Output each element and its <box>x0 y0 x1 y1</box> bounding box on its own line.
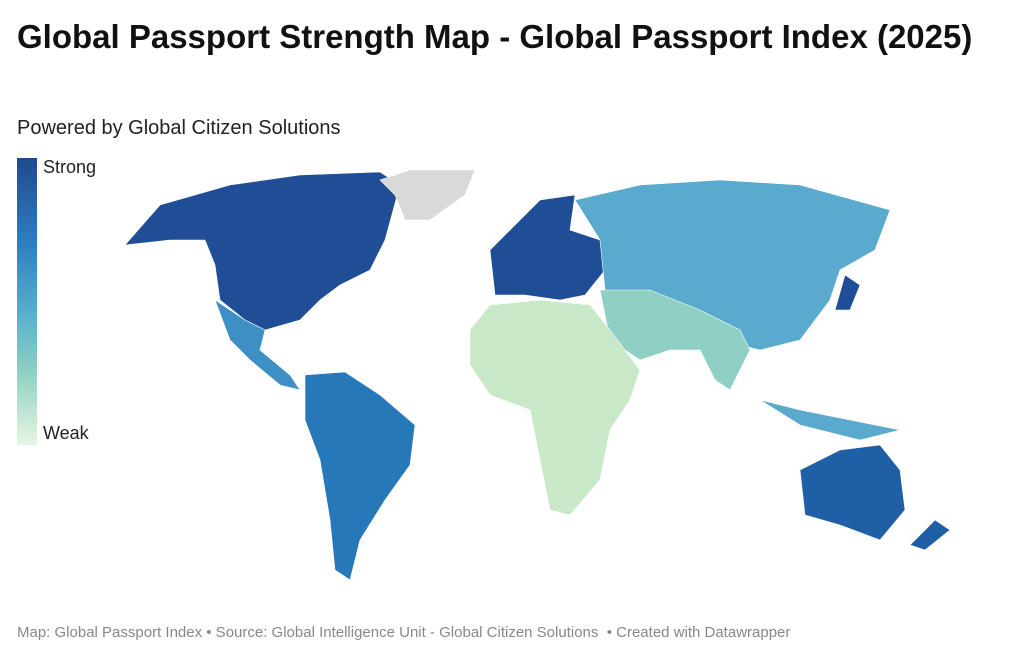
africa <box>469 299 641 516</box>
legend-gradient <box>17 158 37 445</box>
japan <box>834 274 861 311</box>
australia <box>799 444 906 541</box>
subtitle: Powered by Global Citizen Solutions <box>17 117 341 139</box>
southeast-asia <box>759 399 901 441</box>
north-america <box>124 171 401 331</box>
legend-low: Weak <box>43 423 89 443</box>
greenland <box>379 169 476 221</box>
central-america <box>214 299 301 391</box>
legend-high: Strong <box>43 157 97 177</box>
new-zealand <box>909 519 951 551</box>
south-america <box>304 371 416 581</box>
footer: Map: Global Passport Index • Source: Glo… <box>17 624 791 641</box>
middle-east-south-asia <box>599 289 751 391</box>
title: Global Passport Strength Map - Global Pa… <box>17 18 973 55</box>
